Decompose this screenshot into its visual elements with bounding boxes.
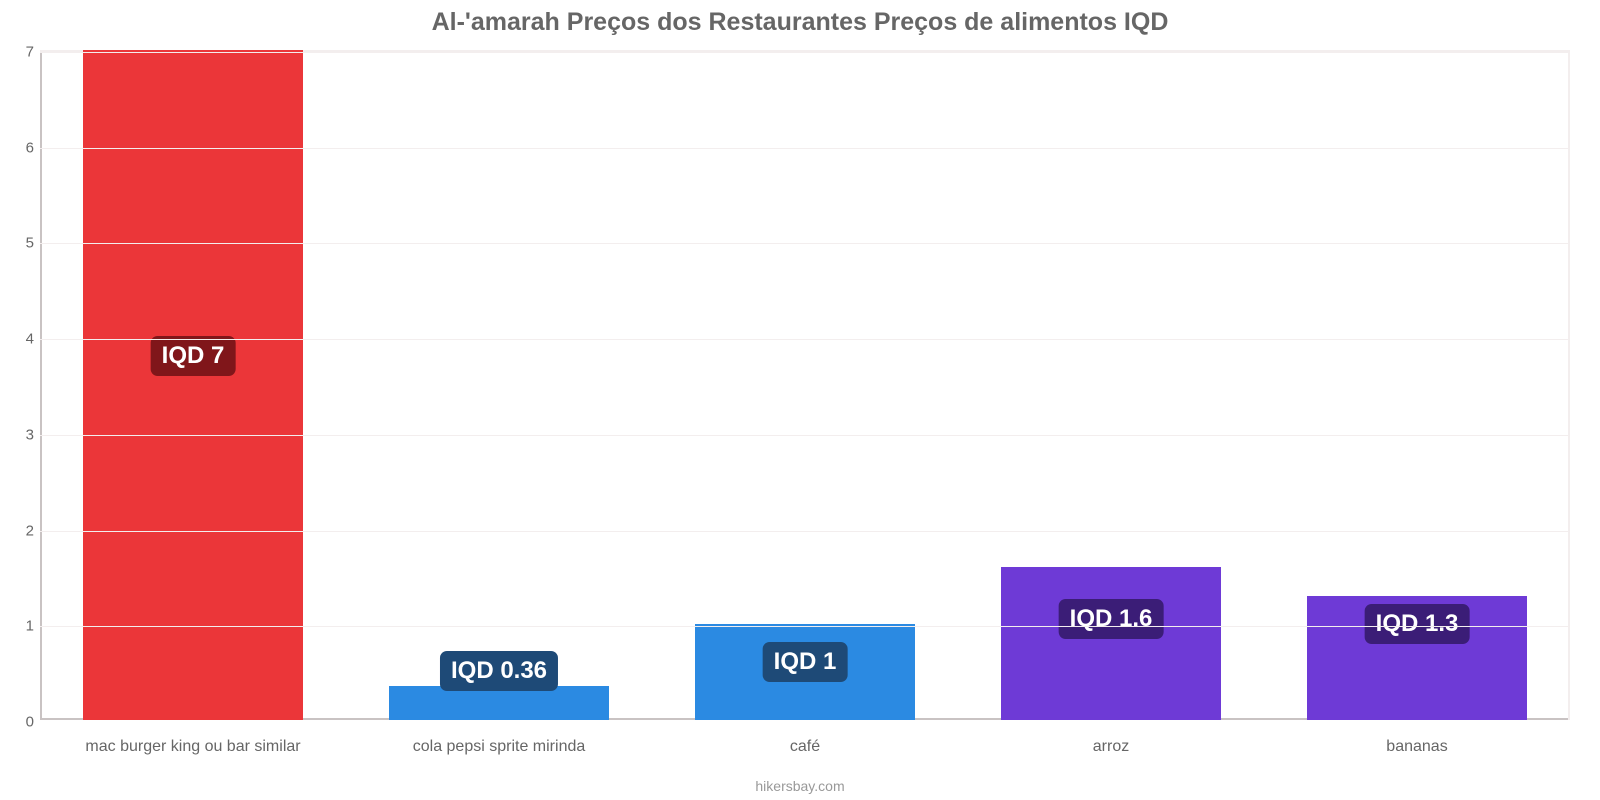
gridline <box>40 339 1568 340</box>
gridline <box>40 435 1568 436</box>
gridline <box>40 52 1568 53</box>
x-tick-label: mac burger king ou bar similar <box>85 738 300 756</box>
value-label: IQD 1.6 <box>1059 599 1164 639</box>
y-tick-label: 4 <box>10 331 34 348</box>
value-label: IQD 0.36 <box>440 651 558 691</box>
gridline <box>40 243 1568 244</box>
value-label: IQD 1.3 <box>1365 604 1470 644</box>
bars-layer: IQD 7 IQD 0.36 IQD 1 IQD 1.6 IQD 1.3 <box>40 52 1568 720</box>
y-tick-label: 6 <box>10 139 34 156</box>
chart-credit: hikersbay.com <box>0 778 1600 794</box>
bar <box>83 50 303 720</box>
gridline <box>40 148 1568 149</box>
y-tick-label: 3 <box>10 426 34 443</box>
x-tick-label: café <box>790 738 820 756</box>
plot-area: IQD 7IQD 0.36IQD 1IQD 1.6IQD 1.3 0123456… <box>40 50 1570 720</box>
x-tick-label: bananas <box>1386 738 1447 756</box>
gridline <box>40 531 1568 532</box>
y-tick-label: 5 <box>10 235 34 252</box>
bar <box>1001 567 1221 720</box>
value-label: IQD 7 <box>151 336 236 376</box>
x-tick-label: cola pepsi sprite mirinda <box>413 738 586 756</box>
chart-container: Al-'amarah Preços dos Restaurantes Preço… <box>0 0 1600 800</box>
y-tick-label: 0 <box>10 714 34 731</box>
y-tick-label: 2 <box>10 522 34 539</box>
gridline <box>40 626 1568 627</box>
value-label: IQD 1 <box>763 642 848 682</box>
x-tick-label: arroz <box>1093 738 1129 756</box>
y-tick-label: 1 <box>10 618 34 635</box>
y-tick-label: 7 <box>10 44 34 61</box>
chart-title: Al-'amarah Preços dos Restaurantes Preço… <box>0 8 1600 37</box>
